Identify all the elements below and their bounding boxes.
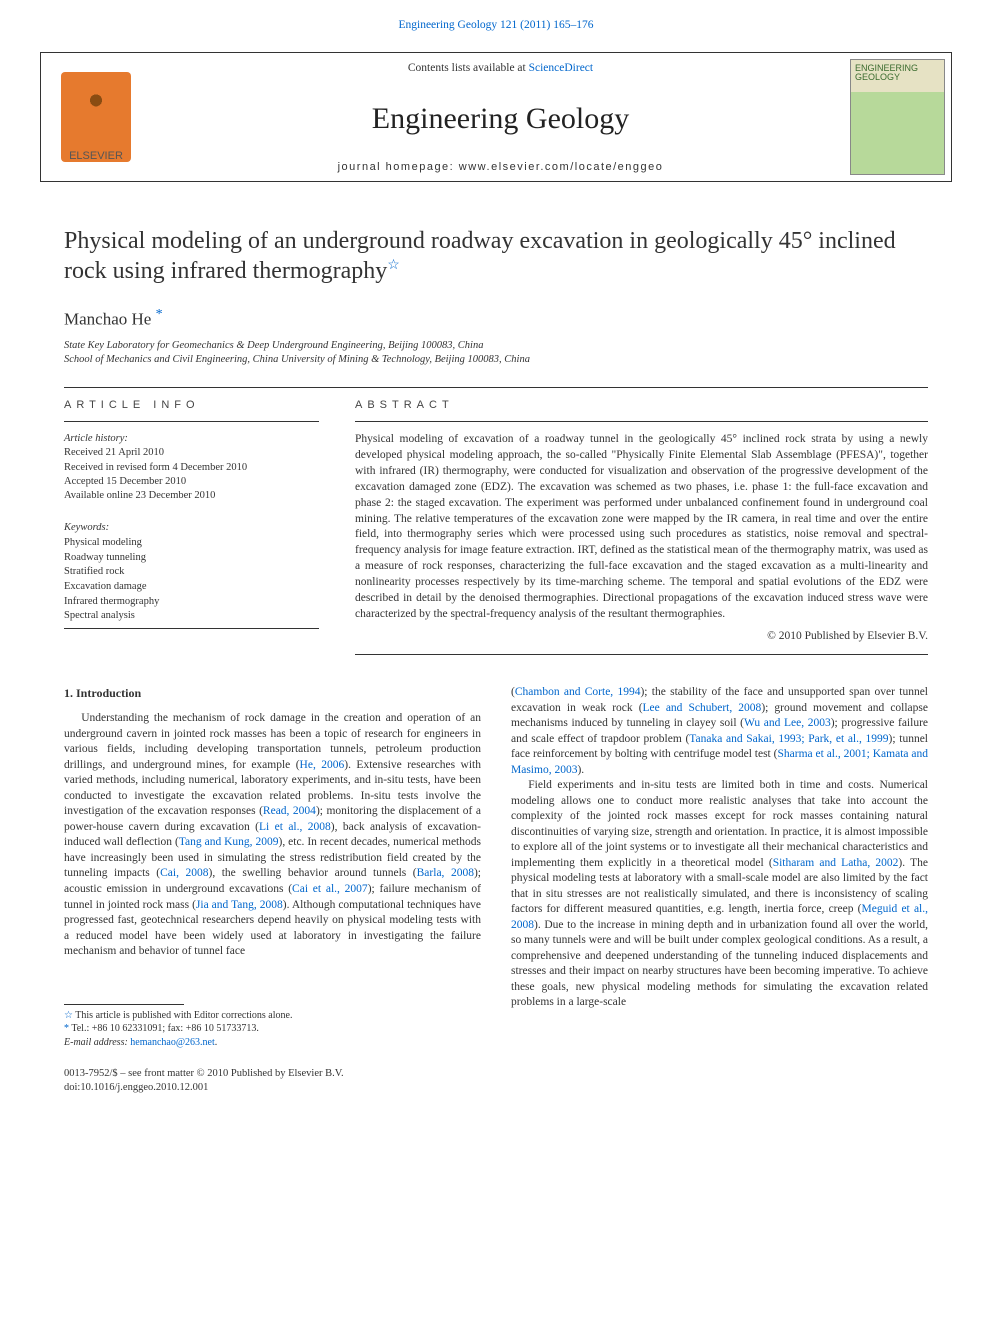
keywords-block: Keywords: Physical modeling Roadway tunn… (64, 521, 319, 624)
article-info-head: ARTICLE INFO (64, 388, 319, 422)
footnote-line: ☆ This article is published with Editor … (64, 1009, 481, 1023)
para-text: ). (577, 764, 584, 776)
history-line: Received in revised form 4 December 2010 (64, 461, 319, 475)
history-line: Available online 23 December 2010 (64, 489, 319, 503)
history-label: Article history: (64, 432, 319, 446)
affiliation-1: State Key Laboratory for Geomechanics & … (64, 339, 928, 353)
footnote-text: This article is published with Editor co… (75, 1010, 292, 1021)
para-text: Field experiments and in-situ tests are … (511, 779, 928, 869)
keyword: Physical modeling (64, 536, 319, 551)
ref-link[interactable]: Read, 2004 (263, 805, 316, 817)
header-center: Contents lists available at ScienceDirec… (151, 53, 850, 181)
affiliation-2: School of Mechanics and Civil Engineerin… (64, 353, 928, 367)
body-col-right: (Chambon and Corte, 1994); the stability… (511, 685, 928, 1049)
abstract-column: ABSTRACT Physical modeling of excavation… (355, 388, 928, 655)
ref-link[interactable]: Tang and Kung, 2009 (179, 836, 279, 848)
history-line: Accepted 15 December 2010 (64, 475, 319, 489)
bottom-matter: 0013-7952/$ – see front matter © 2010 Pu… (64, 1067, 928, 1095)
cover-label: ENGINEERING GEOLOGY (855, 64, 940, 83)
doi-line: doi:10.1016/j.enggeo.2010.12.001 (64, 1081, 928, 1095)
para-text: ). Due to the increase in mining depth a… (511, 919, 928, 1009)
ref-link[interactable]: Sitharam and Latha, 2002 (773, 857, 899, 869)
contents-line: Contents lists available at ScienceDirec… (408, 61, 593, 77)
footnote-email-label: E-mail address: (64, 1037, 128, 1048)
history-line: Received 21 April 2010 (64, 446, 319, 460)
article-title: Physical modeling of an underground road… (64, 226, 928, 286)
article-history: Article history: Received 21 April 2010 … (64, 422, 319, 503)
journal-cover-thumb: ENGINEERING GEOLOGY (850, 59, 945, 175)
homepage-label: journal homepage: (338, 161, 459, 173)
footnote-tail: . (215, 1037, 218, 1048)
keyword: Infrared thermography (64, 595, 319, 610)
section-heading: 1. Introduction (64, 685, 481, 701)
ref-link[interactable]: Cai et al., 2007 (292, 883, 368, 895)
corresponding-mark[interactable]: * (156, 307, 163, 322)
keyword: Excavation damage (64, 580, 319, 595)
footnote-sym-ast: * (64, 1023, 69, 1034)
footnote-rule (64, 1004, 184, 1005)
footnote-email-link[interactable]: hemanchao@263.net (130, 1037, 214, 1048)
keywords-label: Keywords: (64, 521, 319, 536)
title-footnote-mark[interactable]: ☆ (387, 258, 400, 273)
contents-prefix: Contents lists available at (408, 62, 529, 74)
author-line: Manchao He * (64, 306, 928, 332)
keyword: Spectral analysis (64, 609, 319, 624)
para-text: ), the swelling behavior around tunnels … (209, 867, 417, 879)
homepage-url[interactable]: www.elsevier.com/locate/enggeo (459, 161, 664, 173)
keyword: Roadway tunneling (64, 551, 319, 566)
publisher-logo: ELSEVIER (41, 53, 151, 181)
keyword: Stratified rock (64, 565, 319, 580)
ref-link[interactable]: Wu and Lee, 2003 (744, 717, 831, 729)
body-col-left: 1. Introduction Understanding the mechan… (64, 685, 481, 1049)
top-citation: Engineering Geology 121 (2011) 165–176 (0, 0, 992, 44)
journal-homepage: journal homepage: www.elsevier.com/locat… (338, 160, 664, 175)
publisher-name: ELSEVIER (61, 149, 131, 164)
footnote-line: * Tel.: +86 10 62331091; fax: +86 10 517… (64, 1022, 481, 1036)
ref-link[interactable]: Chambon and Corte, 1994 (515, 686, 641, 698)
ref-link[interactable]: Barla, 2008 (417, 867, 474, 879)
article-info-column: ARTICLE INFO Article history: Received 2… (64, 388, 319, 655)
body-columns: 1. Introduction Understanding the mechan… (64, 685, 928, 1049)
info-bottom-rule (64, 628, 319, 629)
abstract-copyright: © 2010 Published by Elsevier B.V. (355, 629, 928, 656)
abstract-text: Physical modeling of excavation of a roa… (355, 422, 928, 628)
footnote-text: Tel.: +86 10 62331091; fax: +86 10 51733… (71, 1023, 259, 1034)
ref-link[interactable]: Li et al., 2008 (259, 821, 331, 833)
author-name[interactable]: Manchao He (64, 309, 151, 328)
journal-header: ELSEVIER Contents lists available at Sci… (40, 52, 952, 182)
journal-title: Engineering Geology (372, 99, 629, 140)
top-citation-link[interactable]: Engineering Geology 121 (2011) 165–176 (398, 19, 593, 31)
issn-line: 0013-7952/$ – see front matter © 2010 Pu… (64, 1067, 928, 1081)
sciencedirect-link[interactable]: ScienceDirect (529, 62, 594, 74)
ref-link[interactable]: Jia and Tang, 2008 (196, 899, 283, 911)
ref-link[interactable]: Tanaka and Sakai, 1993; Park, et al., 19… (689, 733, 888, 745)
footnotes: ☆ This article is published with Editor … (64, 1004, 481, 1050)
footnote-line: E-mail address: hemanchao@263.net. (64, 1036, 481, 1050)
ref-link[interactable]: He, 2006 (300, 759, 345, 771)
abstract-head: ABSTRACT (355, 388, 928, 422)
title-text: Physical modeling of an underground road… (64, 228, 896, 284)
ref-link[interactable]: Cai, 2008 (160, 867, 208, 879)
ref-link[interactable]: Lee and Schubert, 2008 (643, 702, 762, 714)
footnote-sym-star: ☆ (64, 1010, 73, 1021)
